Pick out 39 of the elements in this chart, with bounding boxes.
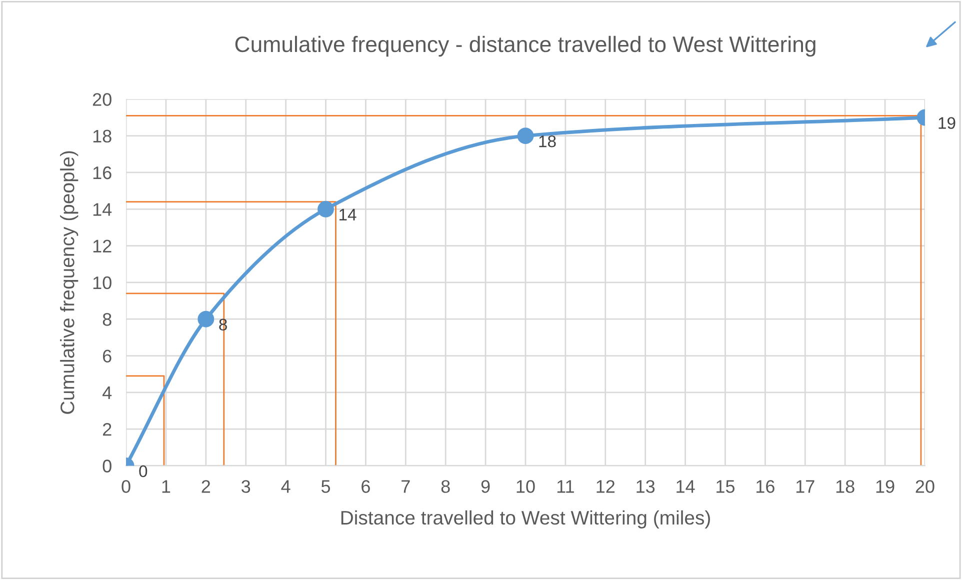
- data-label: 14: [340, 208, 356, 220]
- x-tick-label: 1: [162, 480, 170, 493]
- x-tick-label: 16: [756, 480, 774, 493]
- x-tick-label: 11: [557, 480, 574, 493]
- x-tick-label: 4: [281, 480, 290, 493]
- y-tick-label: 6: [103, 350, 112, 362]
- y-tick-label: 2: [103, 423, 112, 436]
- y-tick-label: 14: [93, 203, 112, 216]
- chart-title: Cumulative frequency - distance travelled to West Wittering: [235, 36, 816, 57]
- x-tick-label: 17: [796, 480, 814, 493]
- x-tick-label: 19: [876, 480, 894, 493]
- x-tick-label: 5: [321, 480, 330, 493]
- y-tick-label: 16: [93, 166, 112, 180]
- x-axis-title: Distance travelled to West Wittering (miles): [341, 510, 710, 528]
- x-tick-label: 2: [202, 480, 210, 493]
- y-tick-label: 8: [102, 313, 112, 326]
- x-tick-label: 6: [362, 480, 370, 493]
- x-tick-label: 0: [122, 480, 130, 493]
- x-tick-label: 18: [836, 480, 854, 493]
- y-tick-label: 4: [102, 386, 112, 399]
- x-tick-label: 20: [916, 480, 934, 493]
- y-tick-label: 0: [102, 460, 112, 472]
- y-tick-label: 10: [93, 276, 112, 290]
- y-tick-label: 12: [93, 240, 112, 252]
- x-tick-label: 9: [481, 480, 490, 493]
- data-label: 18: [539, 135, 556, 148]
- x-tick-label: 13: [636, 480, 655, 493]
- x-tick-label: 14: [676, 480, 695, 493]
- y-tick-label: 18: [93, 130, 112, 143]
- y-axis-title: Cumulative frequency (people): [60, 151, 78, 414]
- x-tick-label: 12: [596, 480, 615, 493]
- x-tick-label: 7: [402, 480, 410, 493]
- x-tick-label: 10: [516, 480, 535, 493]
- x-tick-label: 15: [716, 480, 735, 493]
- data-label: 0: [139, 465, 148, 478]
- x-tick-label: 3: [242, 480, 250, 493]
- x-tick-label: 8: [441, 480, 450, 493]
- data-label: 19: [938, 117, 956, 129]
- y-tick-label: 20: [92, 93, 112, 106]
